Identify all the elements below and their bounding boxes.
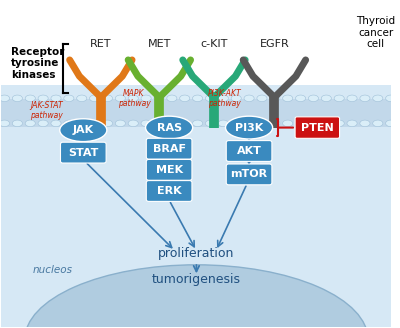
Ellipse shape [321, 95, 331, 102]
Ellipse shape [90, 120, 100, 127]
Ellipse shape [296, 95, 306, 102]
Ellipse shape [226, 116, 273, 139]
Text: c-KIT: c-KIT [200, 39, 228, 49]
Ellipse shape [257, 95, 267, 102]
FancyBboxPatch shape [146, 138, 192, 159]
Ellipse shape [205, 95, 216, 102]
Ellipse shape [180, 120, 190, 127]
Ellipse shape [12, 120, 22, 127]
Text: Thyroid
cancer
cell: Thyroid cancer cell [356, 16, 396, 49]
Ellipse shape [283, 95, 293, 102]
Text: PI3K-AKT
pathway: PI3K-AKT pathway [208, 89, 241, 108]
Text: BRAF: BRAF [153, 144, 186, 154]
Ellipse shape [360, 95, 370, 102]
Ellipse shape [373, 95, 383, 102]
Text: nucleos: nucleos [32, 265, 72, 275]
Text: mTOR: mTOR [230, 169, 268, 179]
Ellipse shape [25, 265, 368, 328]
Ellipse shape [90, 95, 100, 102]
Ellipse shape [102, 95, 112, 102]
Ellipse shape [25, 120, 35, 127]
Ellipse shape [308, 120, 318, 127]
Ellipse shape [205, 120, 216, 127]
Text: RAS: RAS [156, 123, 182, 133]
Ellipse shape [334, 120, 344, 127]
Ellipse shape [154, 120, 164, 127]
Ellipse shape [51, 120, 61, 127]
Ellipse shape [102, 120, 112, 127]
Bar [1, 1, 392, 99]
Ellipse shape [386, 120, 396, 127]
Text: MET: MET [148, 39, 171, 49]
Text: JAK-STAT
pathway: JAK-STAT pathway [30, 101, 63, 120]
Ellipse shape [218, 120, 228, 127]
Ellipse shape [38, 120, 48, 127]
Text: STAT: STAT [68, 148, 98, 158]
Text: AKT: AKT [237, 146, 262, 156]
Ellipse shape [373, 120, 383, 127]
Ellipse shape [12, 95, 22, 102]
Ellipse shape [51, 95, 61, 102]
Ellipse shape [283, 120, 293, 127]
Bar [1, 85, 392, 327]
Ellipse shape [308, 95, 318, 102]
Bar [1, 99, 392, 127]
FancyBboxPatch shape [295, 117, 340, 138]
Ellipse shape [192, 95, 203, 102]
Ellipse shape [64, 120, 74, 127]
Ellipse shape [386, 95, 396, 102]
Ellipse shape [128, 120, 138, 127]
Ellipse shape [141, 95, 151, 102]
Text: ERK: ERK [157, 186, 182, 196]
Ellipse shape [334, 95, 344, 102]
Text: tumorigenesis: tumorigenesis [152, 273, 241, 286]
Text: JAK: JAK [73, 125, 94, 135]
Text: RET: RET [90, 39, 112, 49]
Text: EGFR: EGFR [260, 39, 289, 49]
Ellipse shape [167, 120, 177, 127]
Ellipse shape [180, 95, 190, 102]
Ellipse shape [270, 120, 280, 127]
Ellipse shape [192, 120, 203, 127]
Text: MEK: MEK [156, 165, 183, 175]
Ellipse shape [0, 120, 10, 127]
Ellipse shape [167, 95, 177, 102]
Ellipse shape [231, 120, 241, 127]
Ellipse shape [25, 95, 35, 102]
Ellipse shape [115, 95, 126, 102]
Text: proliferation: proliferation [158, 247, 235, 260]
FancyBboxPatch shape [226, 164, 272, 185]
Ellipse shape [128, 95, 138, 102]
Ellipse shape [38, 95, 48, 102]
FancyBboxPatch shape [146, 181, 192, 201]
Ellipse shape [257, 120, 267, 127]
Ellipse shape [77, 95, 87, 102]
Text: Receptor
tyrosine
kinases: Receptor tyrosine kinases [11, 47, 64, 80]
FancyBboxPatch shape [60, 142, 106, 163]
Text: PTEN: PTEN [301, 123, 334, 133]
Ellipse shape [321, 120, 331, 127]
Ellipse shape [154, 95, 164, 102]
Ellipse shape [347, 95, 357, 102]
Ellipse shape [296, 120, 306, 127]
Ellipse shape [77, 120, 87, 127]
Ellipse shape [360, 120, 370, 127]
Ellipse shape [141, 120, 151, 127]
Ellipse shape [146, 116, 193, 139]
Ellipse shape [60, 119, 107, 142]
Ellipse shape [231, 95, 241, 102]
Ellipse shape [218, 95, 228, 102]
Ellipse shape [270, 95, 280, 102]
Ellipse shape [347, 120, 357, 127]
Text: PI3K: PI3K [235, 123, 263, 133]
Ellipse shape [0, 95, 10, 102]
Ellipse shape [244, 120, 254, 127]
Text: MAPK
pathway: MAPK pathway [118, 89, 150, 108]
Ellipse shape [115, 120, 126, 127]
FancyBboxPatch shape [146, 159, 192, 180]
FancyBboxPatch shape [226, 141, 272, 161]
Ellipse shape [64, 95, 74, 102]
Ellipse shape [244, 95, 254, 102]
